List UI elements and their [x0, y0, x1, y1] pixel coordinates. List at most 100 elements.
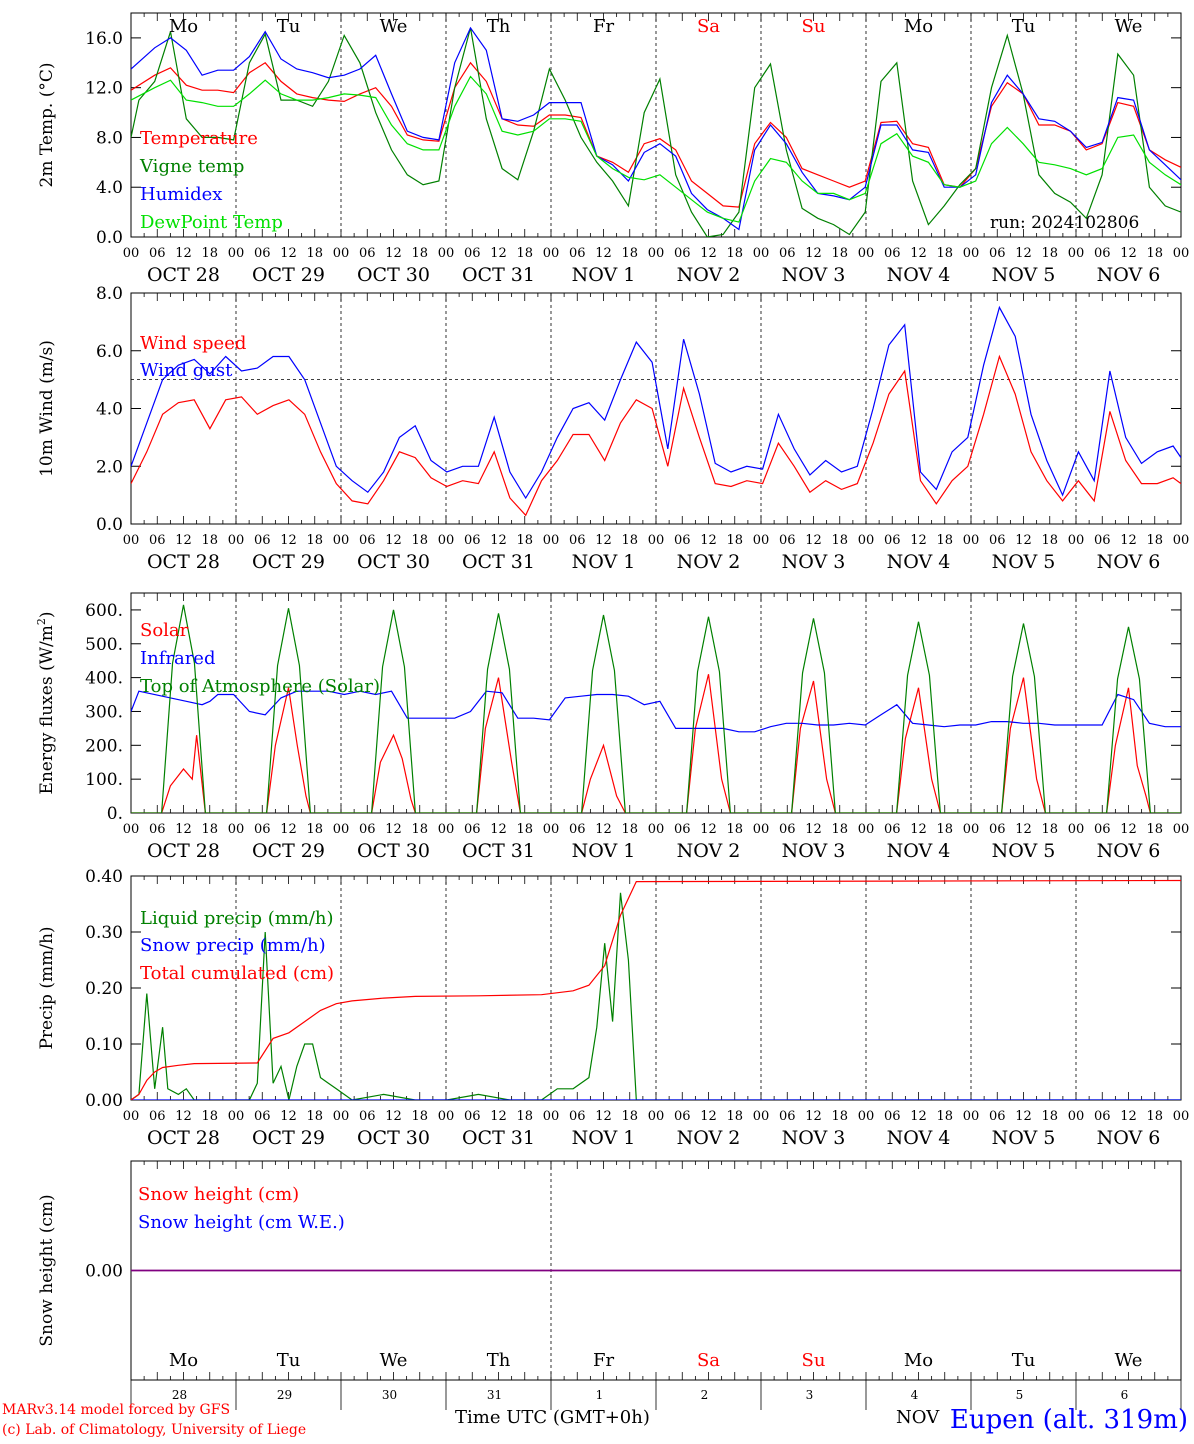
- hour-tick-label: 18: [516, 1109, 533, 1124]
- day-label: Tu: [1012, 1350, 1036, 1371]
- panel-1: 0.0 2.0 4.0 6.0 8.0 10m Wind (m/s) 00 06 12 18 00 0…: [37, 284, 1189, 573]
- date-label: NOV 3: [782, 1127, 846, 1149]
- day-label: We: [380, 1350, 408, 1371]
- day-number: 30: [382, 1388, 397, 1402]
- hour-tick-label: 00: [123, 1109, 140, 1124]
- y-axis-label: Energy fluxes (W/m2): [35, 611, 57, 794]
- date-label: NOV 4: [887, 551, 951, 573]
- date-label: NOV 4: [887, 264, 951, 286]
- day-label: We: [380, 16, 408, 37]
- hour-tick-label: 06: [254, 822, 271, 837]
- date-label: NOV 6: [1097, 840, 1161, 862]
- hour-tick-label: 00: [1068, 822, 1085, 837]
- y-tick-label: 200.: [85, 736, 123, 756]
- y-tick-label: 0.30: [85, 923, 123, 943]
- hour-tick-label: 18: [1041, 533, 1058, 548]
- y-tick-label: 2.0: [96, 457, 123, 477]
- hour-tick-label: 00: [228, 246, 245, 261]
- date-label: NOV 3: [782, 551, 846, 573]
- hour-tick-label: 18: [306, 822, 323, 837]
- hour-tick-label: 06: [149, 1109, 166, 1124]
- hour-tick-label: 12: [910, 1109, 927, 1124]
- hour-tick-label: 18: [411, 822, 428, 837]
- series-line-0: [131, 892, 1181, 1100]
- hour-tick-label: 00: [438, 533, 455, 548]
- y-tick-label: 6.0: [96, 342, 123, 362]
- hour-tick-label: 18: [726, 1109, 743, 1124]
- hour-tick-label: 18: [831, 822, 848, 837]
- hour-tick-label: 18: [726, 246, 743, 261]
- y-tick-label: 0.40: [85, 867, 123, 887]
- legend-dewpoint: DewPoint Temp: [140, 212, 283, 233]
- day-label: Tu: [1012, 16, 1036, 37]
- legend-total-cumulated: Total cumulated (cm): [140, 963, 334, 984]
- legend-snow-precip: Snow precip (mm/h): [140, 935, 326, 956]
- date-label: NOV 3: [782, 264, 846, 286]
- hour-tick-label: 12: [280, 533, 297, 548]
- hour-tick-label: 12: [1120, 822, 1137, 837]
- hour-tick-label: 12: [280, 1109, 297, 1124]
- hour-tick-label: 18: [411, 1109, 428, 1124]
- hour-tick-label: 06: [569, 822, 586, 837]
- series-line-3: [131, 75, 1181, 223]
- footer-copyright-line: (c) Lab. of Climatology, University of L…: [2, 1422, 306, 1438]
- y-axis-label: Precip (mm/h): [37, 926, 57, 1049]
- legend-snow-height-we: Snow height (cm W.E.): [138, 1212, 345, 1233]
- legend-wind-speed: Wind speed: [140, 333, 246, 354]
- hour-tick-label: 12: [700, 533, 717, 548]
- date-label: OCT 28: [147, 551, 220, 573]
- date-label: NOV 1: [572, 1127, 636, 1149]
- day-label: Sa: [697, 16, 720, 37]
- hour-tick-label: 00: [1068, 246, 1085, 261]
- hour-tick-label: 18: [831, 246, 848, 261]
- hour-tick-label: 00: [543, 822, 560, 837]
- y-tick-label: 500.: [85, 635, 123, 655]
- hour-tick-label: 12: [1015, 533, 1032, 548]
- hour-tick-label: 06: [464, 246, 481, 261]
- y-tick-label: 0.0: [96, 228, 123, 248]
- hour-tick-label: 06: [569, 1109, 586, 1124]
- hour-tick-label: 06: [779, 1109, 796, 1124]
- legend-toa: Top of Atmosphere (Solar): [140, 676, 380, 697]
- date-label: OCT 28: [147, 840, 220, 862]
- hour-tick-label: 00: [963, 533, 980, 548]
- hour-tick-label: 06: [884, 533, 901, 548]
- date-label: NOV 3: [782, 840, 846, 862]
- day-number: 31: [487, 1388, 502, 1402]
- date-label: NOV 2: [677, 1127, 741, 1149]
- station-label: Eupen (alt. 319m): [950, 1405, 1188, 1435]
- hour-tick-label: 12: [700, 1109, 717, 1124]
- hour-tick-label: 00: [228, 533, 245, 548]
- series-line-1: [131, 690, 1181, 733]
- hour-tick-label: 00: [858, 246, 875, 261]
- hour-tick-label: 12: [595, 246, 612, 261]
- date-label: OCT 29: [252, 264, 325, 286]
- hour-tick-label: 06: [779, 246, 796, 261]
- hour-tick-label: 12: [175, 246, 192, 261]
- hour-tick-label: 00: [648, 246, 665, 261]
- day-label: Su: [802, 16, 826, 37]
- series-group: [131, 305, 1181, 517]
- hour-tick-label: 06: [464, 533, 481, 548]
- hour-tick-label: 12: [700, 246, 717, 261]
- footer-model-line: MARv3.14 model forced by GFS: [2, 1402, 230, 1418]
- series-line-2: [131, 26, 1181, 231]
- hour-tick-label: 18: [936, 822, 953, 837]
- hour-tick-label: 00: [1173, 246, 1190, 261]
- date-label: OCT 31: [462, 551, 535, 573]
- day-label: We: [1115, 16, 1143, 37]
- hour-tick-label: 18: [831, 533, 848, 548]
- date-label: OCT 28: [147, 1127, 220, 1149]
- hour-tick-label: 06: [884, 246, 901, 261]
- y-tick-label: 4.0: [96, 400, 123, 420]
- legend-infrared: Infrared: [140, 648, 215, 669]
- hour-tick-label: 00: [963, 246, 980, 261]
- hour-tick-label: 00: [1173, 822, 1190, 837]
- hour-tick-label: 18: [306, 246, 323, 261]
- hour-tick-label: 18: [201, 533, 218, 548]
- y-tick-label: 0.00: [85, 1091, 123, 1111]
- hour-tick-label: 18: [516, 533, 533, 548]
- date-label: NOV 1: [572, 551, 636, 573]
- series-line-0: [131, 674, 1181, 813]
